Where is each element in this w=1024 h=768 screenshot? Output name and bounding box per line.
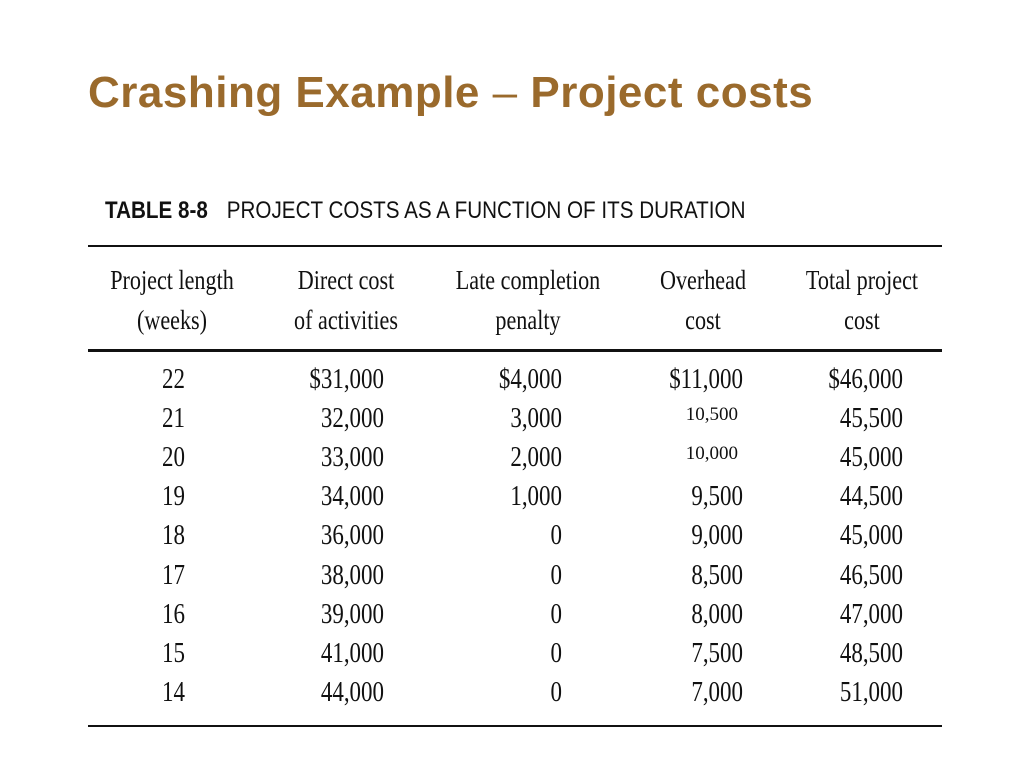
table-number: TABLE 8-8 bbox=[105, 197, 208, 224]
table-cell: 48,500 bbox=[839, 637, 903, 669]
table-cell: 45,500 bbox=[839, 403, 903, 435]
table-cell: $31,000 bbox=[309, 364, 384, 395]
table-header-rule bbox=[88, 349, 942, 352]
column-header-line2: (weeks) bbox=[136, 305, 208, 335]
table-cell: 18 bbox=[162, 520, 185, 552]
table-top-rule bbox=[88, 245, 942, 247]
table-cell: 16 bbox=[162, 598, 185, 630]
table-cell: 39,000 bbox=[320, 598, 384, 630]
table-cell: 0 bbox=[550, 637, 562, 669]
table-cell: 8,000 bbox=[691, 598, 743, 630]
table-cell: 44,000 bbox=[320, 676, 384, 708]
table-cell: 3,000 bbox=[510, 403, 562, 435]
table-heading: TABLE 8-8 PROJECT COSTS AS A FUNCTION OF … bbox=[105, 197, 745, 225]
table-cell: 46,500 bbox=[839, 559, 903, 591]
table-cell: 7,500 bbox=[691, 637, 743, 669]
table-cell: 44,500 bbox=[839, 481, 903, 513]
title-part2: Project costs bbox=[530, 68, 814, 117]
table-cell: 10,500 bbox=[685, 404, 738, 426]
table-cell: 17 bbox=[162, 559, 185, 591]
table-cell: 36,000 bbox=[320, 520, 384, 552]
title-part1: Crashing Example bbox=[88, 68, 480, 117]
table-cell: 2,000 bbox=[510, 442, 562, 474]
column-header: Direct cost of activities bbox=[268, 260, 424, 340]
column-header-line2: of activities bbox=[294, 305, 398, 335]
column-header-line2: cost bbox=[844, 305, 880, 335]
table-cell: 45,000 bbox=[839, 442, 903, 474]
column-header-line1: Direct cost bbox=[297, 265, 395, 295]
column-header-line2: cost bbox=[685, 305, 721, 335]
table-cell: 47,000 bbox=[839, 598, 903, 630]
table-cell: $46,000 bbox=[828, 364, 903, 395]
table-cell: 15 bbox=[162, 637, 185, 669]
table-cell: 22 bbox=[162, 364, 185, 395]
column-header: Project length (weeks) bbox=[90, 260, 254, 340]
table-cell: 9,000 bbox=[691, 520, 743, 552]
column-header: Total project cost bbox=[784, 260, 940, 340]
column-header-line1: Overhead bbox=[659, 265, 747, 295]
table-cell: 21 bbox=[162, 403, 185, 435]
table-cell: 0 bbox=[550, 520, 562, 552]
table-cell: 0 bbox=[550, 559, 562, 591]
table-cell: 10,000 bbox=[685, 443, 738, 465]
column-header-line1: Late completion bbox=[455, 265, 601, 295]
table-cell: 34,000 bbox=[320, 481, 384, 513]
table-cell: 0 bbox=[550, 598, 562, 630]
column-header-line1: Total project bbox=[805, 265, 919, 295]
table-cell: 1,000 bbox=[510, 481, 562, 513]
column-header-line2: penalty bbox=[495, 305, 561, 335]
table-cell: 8,500 bbox=[691, 559, 743, 591]
table-caption: PROJECT COSTS AS A FUNCTION OF ITS DURAT… bbox=[226, 197, 746, 224]
table-cell: 33,000 bbox=[320, 442, 384, 474]
column-header: Overhead cost bbox=[642, 260, 765, 340]
column-header: Late completion penalty bbox=[434, 260, 623, 340]
table-cell: 0 bbox=[550, 676, 562, 708]
table-cell: $11,000 bbox=[669, 364, 743, 395]
title-dash: – bbox=[492, 68, 518, 117]
column-header-line1: Project length bbox=[110, 265, 234, 295]
table-cell: 9,500 bbox=[691, 481, 743, 513]
table-cell: 45,000 bbox=[839, 520, 903, 552]
table-cell: 38,000 bbox=[320, 559, 384, 591]
table-cell: 19 bbox=[162, 481, 185, 513]
table-cell: 41,000 bbox=[320, 637, 384, 669]
table-bottom-rule bbox=[88, 725, 942, 727]
table-cell: 7,000 bbox=[691, 676, 743, 708]
table-cell: 51,000 bbox=[839, 676, 903, 708]
table-cell: 20 bbox=[162, 442, 185, 474]
slide-title: Crashing Example – Project costs bbox=[88, 68, 813, 118]
table-cell: $4,000 bbox=[498, 364, 562, 395]
table-cell: 32,000 bbox=[320, 403, 384, 435]
table-cell: 14 bbox=[162, 676, 185, 708]
